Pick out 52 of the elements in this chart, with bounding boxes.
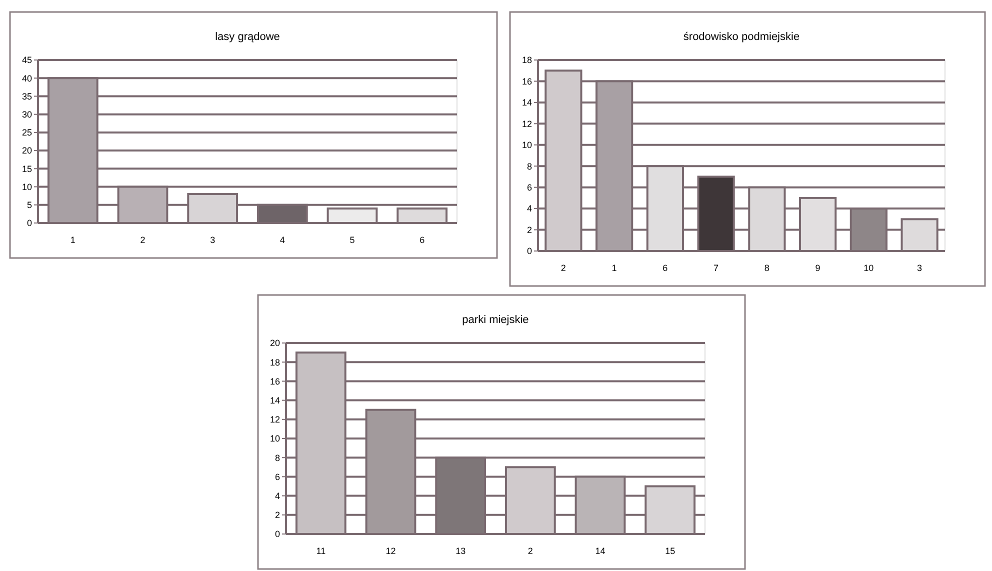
y-tick-label: 12 [522, 118, 532, 129]
y-tick-label: 16 [522, 76, 532, 86]
x-tick-label: 11 [316, 546, 326, 556]
y-tick-label: 30 [22, 109, 32, 120]
y-tick-label: 10 [522, 140, 532, 150]
y-tick-label: 45 [22, 55, 32, 66]
chart-title: parki miejskie [462, 314, 529, 326]
y-tick-label: 4 [274, 490, 280, 501]
y-tick-label: 0 [26, 218, 32, 228]
y-tick-label: 20 [270, 338, 280, 348]
y-tick-label: 2 [274, 510, 280, 520]
x-tick-label: 12 [386, 546, 396, 556]
x-tick-label: 6 [662, 263, 668, 273]
x-tick-label: 1 [612, 263, 617, 273]
y-tick-label: 2 [526, 224, 532, 235]
x-tick-label: 10 [864, 263, 874, 273]
y-tick-label: 18 [270, 357, 280, 368]
x-tick-label: 7 [714, 263, 719, 273]
y-tick-label: 25 [22, 128, 32, 138]
x-tick-label: 14 [595, 546, 606, 556]
x-tick-label: 2 [560, 263, 566, 273]
x-tick-label: 8 [764, 263, 770, 273]
x-tick-label: 1 [70, 235, 76, 245]
y-tick-label: 16 [270, 376, 280, 386]
y-tick-label: 0 [526, 246, 532, 256]
x-tick-label: 15 [665, 546, 676, 556]
chart-title: środowisko podmiejskie [683, 31, 800, 43]
y-tick-label: 5 [26, 200, 32, 210]
y-tick-label: 14 [270, 395, 280, 406]
x-tick-label: 2 [140, 235, 146, 245]
x-tick-label: 5 [350, 235, 355, 245]
x-tick-label: 6 [420, 235, 425, 245]
chart-title: lasy grądowe [215, 31, 280, 43]
x-tick-label: 13 [456, 546, 466, 556]
y-tick-label: 10 [22, 182, 32, 192]
y-tick-label: 20 [22, 146, 32, 156]
y-tick-label: 6 [526, 182, 532, 192]
y-tick-label: 35 [22, 91, 32, 102]
x-tick-label: 3 [917, 263, 922, 273]
x-tick-label: 3 [210, 235, 216, 245]
y-tick-label: 10 [270, 434, 280, 444]
y-tick-label: 40 [22, 73, 32, 84]
y-tick-label: 14 [522, 98, 532, 108]
y-tick-label: 8 [526, 161, 532, 172]
x-tick-label: 9 [815, 263, 820, 273]
y-tick-label: 18 [522, 55, 532, 66]
y-tick-label: 4 [526, 204, 532, 214]
y-tick-label: 6 [274, 472, 280, 482]
y-tick-label: 12 [270, 414, 280, 425]
y-tick-label: 15 [22, 164, 32, 174]
y-tick-label: 8 [274, 452, 280, 463]
y-tick-label: 0 [274, 529, 280, 540]
